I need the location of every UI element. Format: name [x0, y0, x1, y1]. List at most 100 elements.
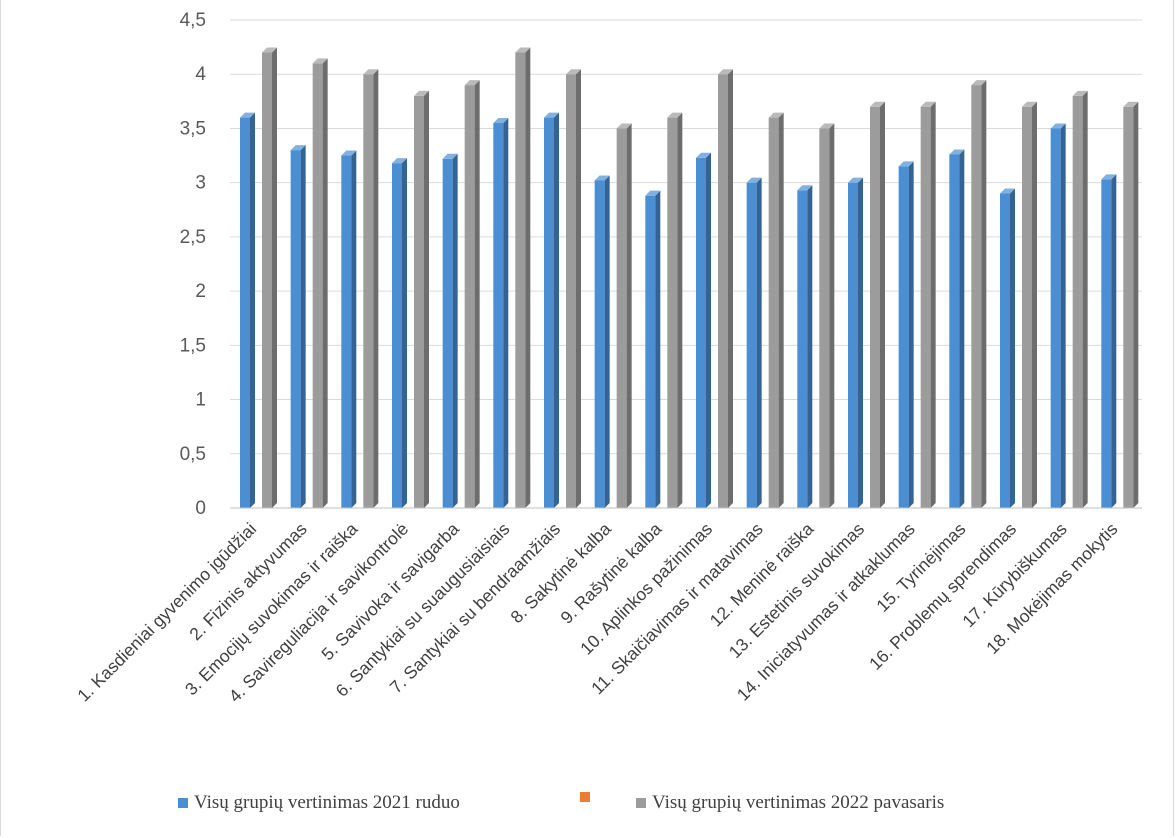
bar-2-16 [1022, 101, 1037, 508]
bar-top [696, 152, 711, 158]
bar-2-11 [768, 112, 784, 508]
bar-side [858, 177, 863, 508]
legend-label-series-1: Visų grupių vertinimas 2021 ruduo [194, 792, 460, 813]
y-tick-label: 3 [195, 173, 206, 194]
bar-top [1101, 174, 1117, 180]
bar-2-3 [363, 69, 379, 508]
bar-front [442, 158, 453, 508]
y-tick-label: 4 [195, 64, 206, 85]
bar-1-2 [290, 145, 306, 508]
bar-top [768, 112, 784, 118]
bar-side [959, 149, 965, 508]
bar-side [778, 112, 784, 508]
y-tick-label: 0 [195, 498, 206, 519]
bar-side [1082, 90, 1088, 509]
bar-2-13 [870, 101, 885, 508]
x-tick-label: 1. Kasdieniai gyvenimo įgūdžiai [73, 519, 260, 706]
x-tick-label: 15. Tyrinėjimas [872, 519, 969, 616]
bar-top [414, 90, 429, 96]
bar-front [414, 95, 424, 509]
bar-side [981, 80, 987, 509]
bar-top [290, 145, 306, 151]
bar-side [322, 58, 328, 508]
bar-side [1032, 101, 1037, 508]
bar-front [594, 180, 605, 508]
y-tick-label: 1,5 [180, 335, 206, 356]
bar-top [1123, 101, 1139, 107]
bar-front [1072, 95, 1083, 509]
bar-side [1010, 188, 1015, 508]
bar-front [920, 106, 931, 508]
legend-item-series-2: Visų grupių vertinimas 2022 pavasaris [636, 792, 944, 814]
bar-top [797, 185, 813, 191]
bar-side [706, 152, 711, 509]
bar-front [464, 85, 475, 509]
bar-front [1000, 193, 1010, 508]
bar-2-15 [971, 80, 987, 509]
bar-side [677, 112, 683, 508]
bar-2-12 [819, 123, 835, 508]
bar-1-3 [341, 150, 357, 509]
legend: Visų grupių vertinimas 2021 ruduo Visų g… [0, 792, 1176, 822]
bar-top [594, 175, 610, 181]
bar-side [554, 112, 559, 508]
bar-top [392, 158, 407, 164]
bar-front [1101, 179, 1112, 508]
bar-2-2 [312, 58, 328, 508]
bar-top [898, 161, 914, 167]
legend-item-extra [580, 792, 596, 802]
bar-top [1022, 101, 1037, 107]
bar-top [240, 112, 255, 118]
bar-side [1133, 101, 1139, 508]
bar-front [696, 157, 706, 509]
bar-1-6 [493, 118, 509, 509]
bar-top [1000, 188, 1015, 194]
bar-top [870, 101, 885, 107]
bar-front [746, 182, 757, 508]
bar-top [920, 101, 936, 107]
bar-front [645, 195, 656, 508]
bar-top [616, 123, 632, 129]
bar-top [949, 149, 965, 155]
bar-top [363, 69, 379, 75]
bar-top [1050, 123, 1066, 129]
bar-1-17 [1050, 123, 1066, 508]
bar-front [971, 85, 982, 509]
bar-2-18 [1123, 101, 1139, 508]
bar-front [819, 128, 830, 508]
bar-side [829, 123, 835, 508]
bar-1-1 [240, 112, 255, 508]
bar-front [493, 123, 504, 509]
y-tick-label: 4,5 [180, 10, 206, 31]
bar-2-5 [464, 80, 480, 509]
bar-top [645, 190, 661, 196]
bar-1-4 [392, 158, 407, 508]
bar-2-8 [616, 123, 632, 508]
y-tick-label: 2 [195, 281, 206, 302]
bar-top [971, 80, 987, 86]
bar-top [667, 112, 683, 118]
bar-top [1072, 90, 1088, 96]
bar-front [312, 63, 323, 508]
bar-top [848, 177, 863, 183]
legend-item-series-1: Visų grupių vertinimas 2021 ruduo [178, 792, 460, 814]
bar-1-18 [1101, 174, 1117, 508]
bar-side [503, 118, 509, 509]
bar-front [768, 117, 779, 508]
bar-side [576, 69, 581, 508]
bar-1-8 [594, 175, 610, 508]
bar-top [312, 58, 328, 64]
bar-front [898, 166, 909, 508]
bar-top [262, 47, 277, 53]
bar-front [1123, 106, 1134, 508]
legend-swatch-series-2 [636, 798, 646, 808]
bar-front [240, 117, 250, 508]
bar-front [797, 190, 808, 508]
bar-2-4 [414, 90, 429, 509]
bar-1-5 [442, 153, 458, 508]
bar-side [655, 190, 661, 508]
legend-swatch-extra [580, 792, 590, 802]
bars [240, 47, 1139, 509]
bar-top [515, 47, 531, 53]
